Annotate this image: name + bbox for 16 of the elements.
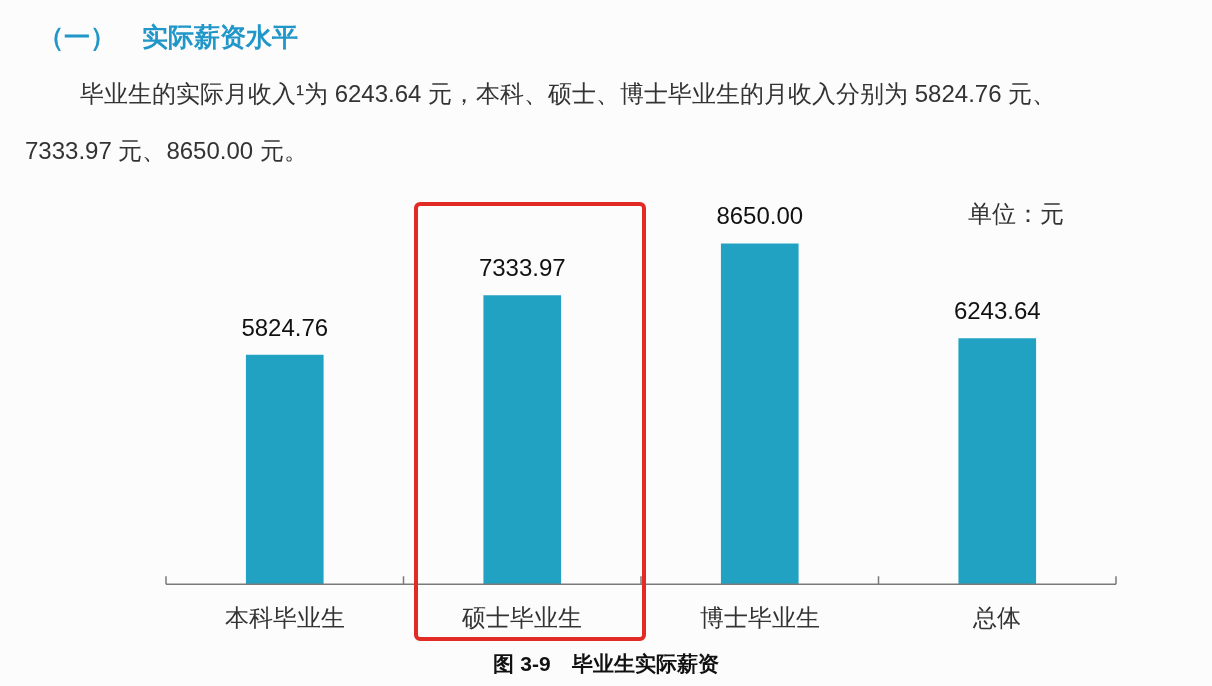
x-tick-label: 总体 bbox=[972, 604, 1022, 632]
x-tick-label: 博士毕业生 bbox=[699, 604, 820, 632]
text: 单位：元 bbox=[968, 199, 1064, 229]
bar bbox=[958, 338, 1037, 585]
bar bbox=[483, 295, 562, 585]
chart-title: （一） 实际薪资水平 bbox=[38, 21, 298, 54]
data-label: 6243.64 bbox=[953, 297, 1041, 325]
text: 毕业生的实际月收入¹为 6243.64 元，本科、硕士、博士毕业生的月收入分别为 5824.76 元、7333.97 元、8650.00 元。 bbox=[25, 80, 1057, 164]
data-label: 7333.97 bbox=[478, 254, 566, 282]
bar bbox=[720, 243, 799, 585]
caption: 图 3-9 毕业生实际薪资 bbox=[492, 651, 720, 677]
bar bbox=[245, 354, 324, 585]
data-label: 5824.76 bbox=[241, 313, 329, 341]
x-tick-label: 硕士毕业生 bbox=[461, 604, 583, 632]
data-label: 8650.00 bbox=[716, 202, 804, 230]
x-tick-label: 本科毕业生 bbox=[224, 604, 345, 632]
